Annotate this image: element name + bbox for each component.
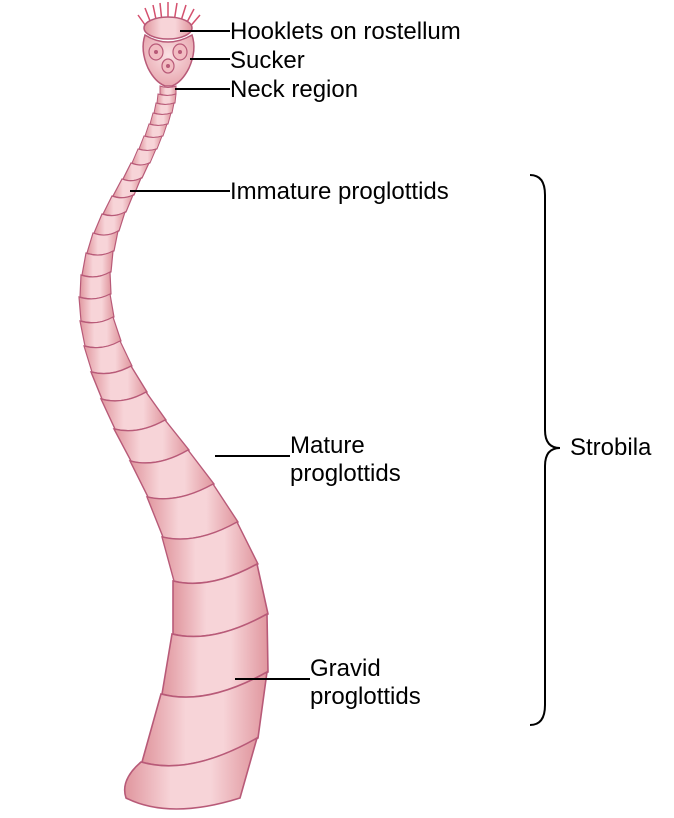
neck-segments bbox=[132, 86, 176, 165]
strobila-brace bbox=[520, 170, 570, 730]
label-mature-line1: Mature bbox=[290, 432, 365, 459]
label-immature: Immature proglottids bbox=[230, 178, 449, 206]
label-hooklets: Hooklets on rostellum bbox=[230, 18, 461, 46]
label-mature-line2: proglottids bbox=[290, 460, 401, 487]
label-gravid-line1: Gravid bbox=[310, 655, 381, 682]
rostellum bbox=[144, 17, 192, 39]
mature-proglottids bbox=[91, 366, 258, 583]
line-immature bbox=[130, 190, 230, 192]
label-sucker: Sucker bbox=[230, 47, 305, 75]
line-sucker bbox=[190, 58, 230, 60]
tapeworm-diagram: Hooklets on rostellum Sucker Neck region… bbox=[0, 0, 674, 818]
gravid-proglottids bbox=[125, 564, 268, 809]
line-hooklets bbox=[180, 30, 230, 32]
immature-proglottids bbox=[79, 163, 149, 374]
line-neck bbox=[175, 88, 230, 90]
label-gravid: Gravid proglottids bbox=[310, 655, 421, 710]
label-strobila: Strobila bbox=[570, 434, 651, 462]
label-mature: Mature proglottids bbox=[290, 432, 401, 487]
line-gravid bbox=[235, 678, 310, 680]
label-neck: Neck region bbox=[230, 76, 358, 104]
label-gravid-line2: proglottids bbox=[310, 683, 421, 710]
line-mature bbox=[215, 455, 290, 457]
